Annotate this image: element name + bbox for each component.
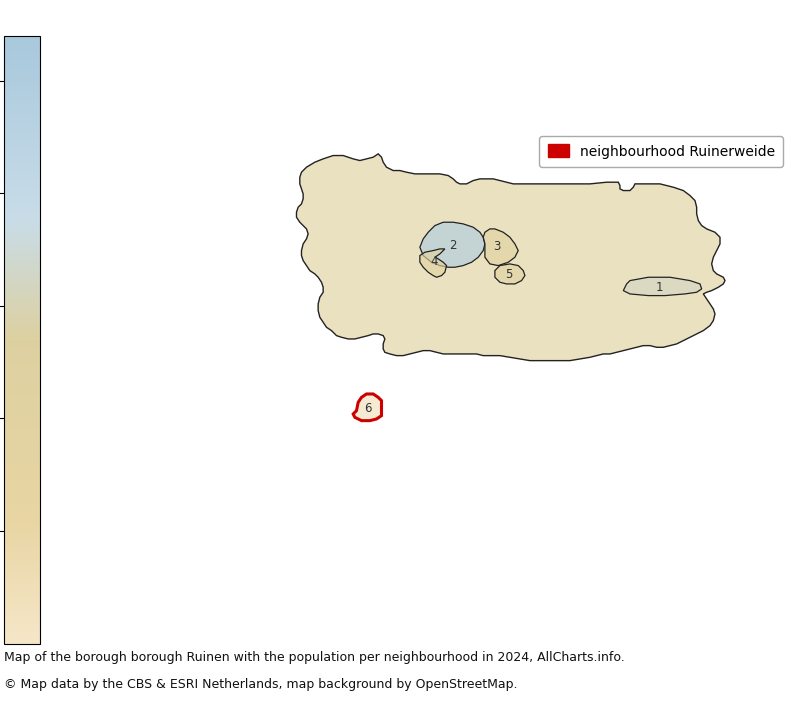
Text: © Map data by the CBS & ESRI Netherlands, map background by OpenStreetMap.: © Map data by the CBS & ESRI Netherlands… (4, 678, 518, 691)
Polygon shape (623, 278, 702, 296)
Legend: neighbourhood Ruinerweide: neighbourhood Ruinerweide (539, 136, 783, 167)
Polygon shape (495, 264, 525, 284)
Text: 5: 5 (505, 267, 512, 280)
Polygon shape (484, 229, 518, 265)
Polygon shape (420, 249, 446, 278)
Polygon shape (420, 222, 485, 267)
Text: 6: 6 (364, 402, 372, 415)
Text: 1: 1 (656, 281, 664, 294)
Text: 4: 4 (430, 255, 437, 268)
Polygon shape (296, 154, 725, 361)
Polygon shape (353, 394, 381, 421)
Text: Map of the borough borough Ruinen with the population per neighbourhood in 2024,: Map of the borough borough Ruinen with t… (4, 651, 625, 664)
Text: 2: 2 (449, 239, 457, 252)
Text: 3: 3 (493, 240, 500, 253)
